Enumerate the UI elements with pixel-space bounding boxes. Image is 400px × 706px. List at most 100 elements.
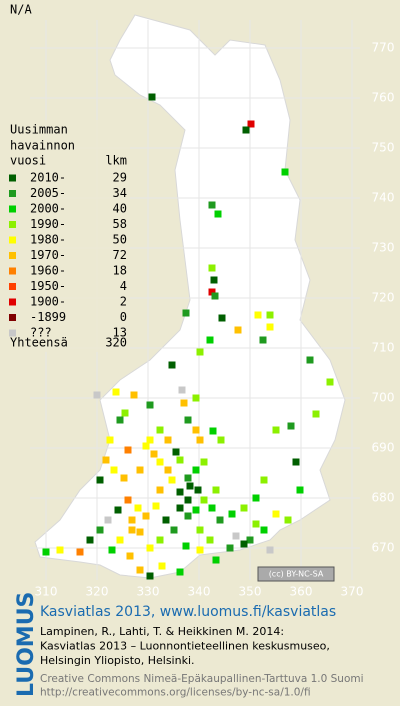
square — [136, 566, 144, 574]
square — [156, 486, 164, 494]
square — [42, 548, 50, 556]
legend-label: ??? — [30, 326, 52, 340]
badge-text: (cc) BY-NC-SA — [269, 570, 324, 579]
y-label: 690 — [372, 441, 395, 455]
square — [156, 536, 164, 544]
square — [124, 496, 132, 504]
square — [296, 486, 304, 494]
square — [106, 436, 114, 444]
x-label: 340 — [188, 585, 211, 599]
square — [168, 476, 176, 484]
badge-box — [257, 566, 335, 582]
square — [260, 526, 268, 534]
square — [254, 311, 262, 319]
square — [284, 516, 292, 524]
square — [158, 562, 166, 570]
x-label: 360 — [290, 585, 313, 599]
legend-count: 40 — [113, 202, 127, 216]
square — [266, 311, 274, 319]
square — [134, 504, 142, 512]
legend-count: 58 — [113, 217, 127, 231]
legend-swatch — [9, 314, 16, 321]
square — [146, 401, 154, 409]
legend-swatch — [9, 298, 16, 306]
square — [108, 546, 116, 554]
square — [172, 448, 180, 456]
square — [218, 314, 226, 322]
square — [93, 391, 101, 399]
square — [208, 201, 216, 209]
square — [116, 416, 124, 424]
square — [146, 544, 154, 552]
square — [196, 546, 204, 554]
legend-swatch — [9, 221, 16, 228]
square — [114, 506, 122, 514]
legend-label: 1970- — [30, 248, 66, 262]
legend-label: 2010- — [30, 171, 66, 185]
y-label: 670 — [372, 541, 395, 555]
legend-swatch — [9, 174, 16, 182]
square — [112, 388, 120, 396]
square — [234, 326, 242, 334]
square — [212, 556, 220, 564]
license-line: http://creativecommons.org/licenses/by-n… — [40, 687, 311, 699]
legend-count: 29 — [113, 171, 127, 185]
square — [156, 458, 164, 466]
square — [281, 168, 289, 176]
square — [210, 276, 218, 284]
square — [247, 120, 255, 128]
legend-count: 18 — [113, 264, 127, 278]
citation-line: Kasviatlas 2013 – Luonnontieteellinen ke… — [40, 640, 330, 653]
square — [184, 474, 192, 482]
square — [176, 488, 184, 496]
square — [312, 410, 320, 418]
x-label: 320 — [86, 585, 109, 599]
y-label: 700 — [372, 391, 395, 405]
square — [146, 436, 154, 444]
square — [96, 526, 104, 534]
legend-col: lkm — [105, 154, 127, 168]
square — [86, 536, 94, 544]
square — [136, 528, 144, 536]
legend-swatch — [9, 236, 16, 244]
square — [240, 540, 248, 548]
square — [116, 536, 124, 544]
square — [146, 572, 154, 580]
square — [200, 496, 208, 504]
square — [212, 486, 220, 494]
square — [142, 512, 150, 520]
square — [184, 416, 192, 424]
legend-swatch — [9, 329, 16, 337]
legend-label: 1900- — [30, 295, 66, 309]
square — [192, 506, 200, 514]
square — [211, 292, 219, 300]
square — [214, 210, 222, 218]
y-label: 740 — [372, 191, 395, 205]
square — [126, 552, 134, 560]
square — [162, 516, 170, 524]
x-label: 330 — [137, 585, 160, 599]
square — [102, 456, 110, 464]
x-label: 350 — [239, 585, 262, 599]
square — [196, 526, 204, 534]
legend-swatch — [9, 205, 16, 213]
square — [326, 378, 334, 386]
square — [292, 458, 300, 466]
square — [128, 516, 136, 524]
legend-swatch — [9, 190, 16, 197]
square — [196, 436, 204, 444]
square — [192, 466, 200, 474]
square — [178, 386, 186, 394]
legend-swatch — [9, 267, 16, 275]
square — [252, 520, 260, 528]
legend-total: 320 — [105, 336, 127, 350]
legend-title: Uusimman — [10, 123, 68, 137]
square — [120, 474, 128, 482]
legend-count: 50 — [113, 233, 127, 247]
square — [208, 288, 216, 296]
square — [184, 496, 192, 504]
square — [186, 482, 194, 490]
square — [306, 356, 314, 364]
